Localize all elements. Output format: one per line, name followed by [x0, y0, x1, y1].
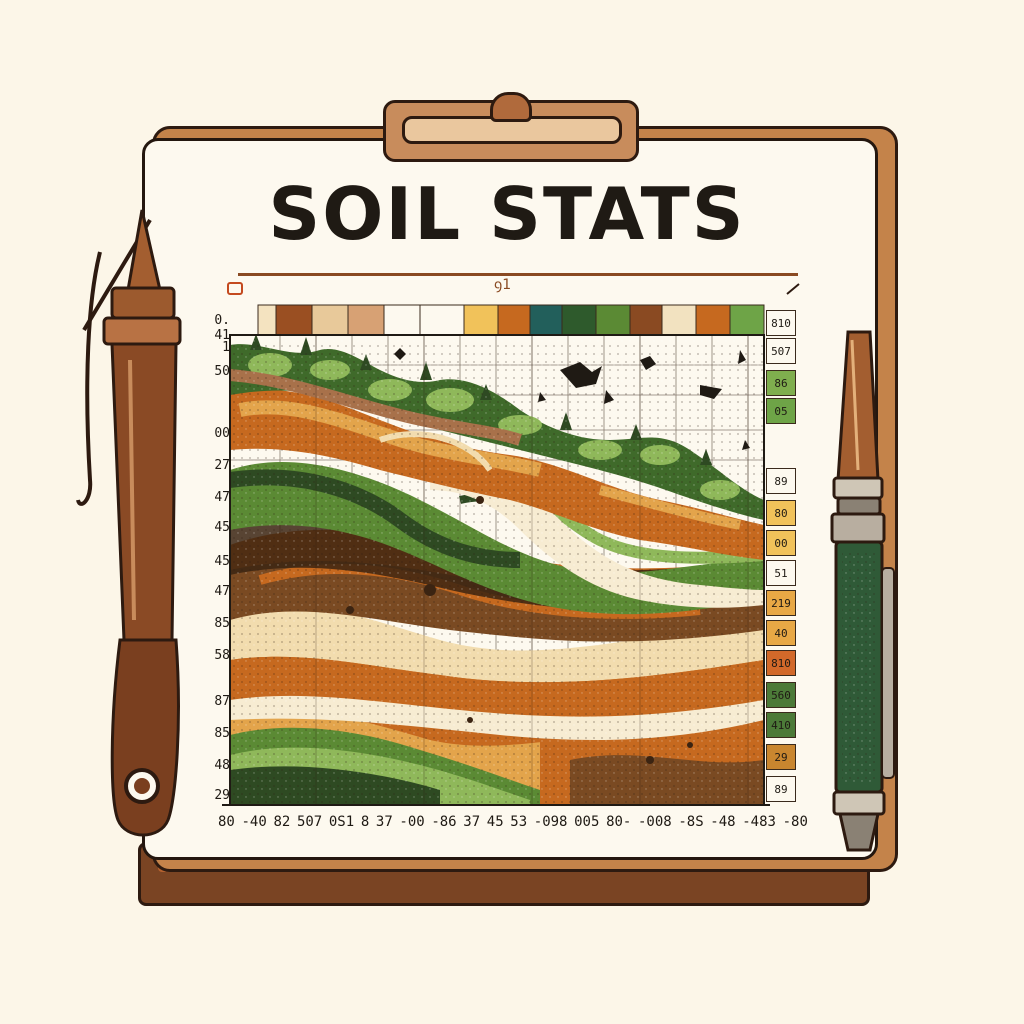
- legend-chip: 00: [766, 530, 796, 556]
- y-label: 0. 41: [214, 313, 230, 343]
- x-label: 53: [510, 814, 528, 830]
- rule-dot-icon: [227, 282, 243, 295]
- x-label: 80-: [606, 814, 632, 830]
- x-label: 45: [486, 814, 504, 830]
- rule-mark: ꝯ1: [494, 277, 512, 293]
- page-title: SOIL STATS: [268, 172, 746, 256]
- legend-chip: 89: [766, 776, 796, 802]
- y-label: 45: [214, 520, 230, 535]
- y-label: 47: [214, 584, 230, 599]
- y-label: 1: [222, 340, 230, 355]
- header-strip: [257, 304, 765, 336]
- legend-chip: 29: [766, 744, 796, 770]
- x-label: 0S1: [328, 814, 355, 830]
- x-label: 507: [296, 814, 323, 830]
- legend-chip: 810: [766, 650, 796, 676]
- y-label: 85: [214, 726, 230, 741]
- legend-chip: 40: [766, 620, 796, 646]
- legend-chip: 05: [766, 398, 796, 424]
- legend-chip: 810: [766, 310, 796, 336]
- y-label: 00: [214, 426, 230, 441]
- x-label: -48: [710, 814, 736, 830]
- left-pen-icon: [76, 209, 182, 837]
- x-label: -483: [742, 814, 776, 830]
- clip-knob: [490, 92, 532, 122]
- legend-chip: 86: [766, 370, 796, 396]
- y-label: 48: [214, 758, 230, 773]
- x-label: -40: [241, 814, 267, 830]
- y-label: 85: [214, 616, 230, 631]
- y-label: 87: [214, 694, 230, 709]
- y-label: 27: [214, 458, 230, 473]
- x-label: -86: [431, 814, 457, 830]
- x-label: 37: [463, 814, 481, 830]
- right-pen-icon: [830, 330, 895, 852]
- x-label: -008: [638, 814, 672, 830]
- y-label: 29: [214, 788, 230, 803]
- x-axis-labels: 80 -40 82 507 0S1 8 37 -00 -86 37 45 53 …: [218, 814, 808, 830]
- y-label: 58: [214, 648, 230, 663]
- legend-chip: 89: [766, 468, 796, 494]
- x-label: 8: [360, 814, 370, 830]
- y-label: 45: [214, 554, 230, 569]
- x-label: 82: [273, 814, 291, 830]
- x-label: -8S: [678, 814, 704, 830]
- legend-chip: 560: [766, 682, 796, 708]
- x-label: 005: [574, 814, 600, 830]
- x-label: -00: [399, 814, 425, 830]
- legend-chip: 219: [766, 590, 796, 616]
- x-label: -80: [782, 814, 808, 830]
- x-label: 80: [218, 814, 235, 830]
- legend-chip: 507: [766, 338, 796, 364]
- title-rule: [238, 273, 798, 276]
- x-label: -098: [533, 814, 568, 830]
- legend-chip: 51: [766, 560, 796, 586]
- y-label: 47: [214, 490, 230, 505]
- x-label: 37: [375, 814, 393, 830]
- rule-arrow-icon: [786, 283, 800, 295]
- legend-chip: 410: [766, 712, 796, 738]
- legend-chip: 80: [766, 500, 796, 526]
- y-label: 50: [214, 364, 230, 379]
